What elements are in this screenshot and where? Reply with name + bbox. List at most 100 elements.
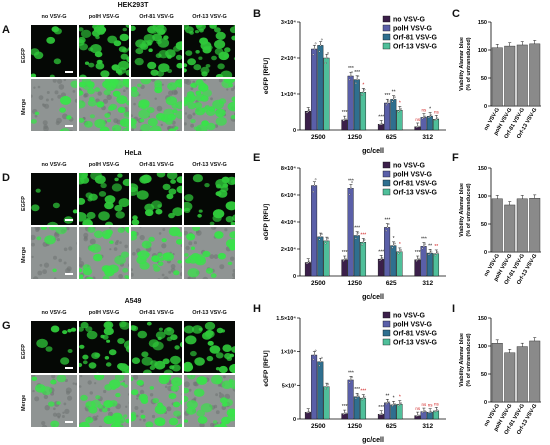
legend-swatch bbox=[382, 161, 391, 169]
data-point bbox=[327, 383, 329, 386]
y-tick-label: 100 bbox=[478, 194, 487, 200]
legend-swatch bbox=[382, 338, 391, 346]
category-label: 2500 bbox=[311, 280, 326, 287]
data-point bbox=[351, 181, 353, 183]
data-point bbox=[385, 229, 388, 232]
data-point bbox=[397, 110, 400, 113]
data-point bbox=[418, 125, 420, 128]
category-label: 312 bbox=[422, 280, 433, 287]
bar bbox=[390, 99, 397, 131]
legend-swatch bbox=[382, 179, 391, 187]
y-axis-label: eGFP [RFU] bbox=[263, 58, 270, 94]
bar bbox=[420, 246, 427, 277]
merge-image bbox=[130, 374, 183, 428]
data-point bbox=[386, 102, 389, 104]
bar bbox=[304, 412, 311, 420]
significance-mark: ** bbox=[428, 243, 432, 249]
egfp-image bbox=[130, 320, 183, 374]
significance-mark: *** bbox=[360, 389, 366, 395]
y-tick-label: 50 bbox=[481, 372, 487, 378]
bar bbox=[341, 119, 348, 131]
y-tick-label: 150 bbox=[478, 316, 487, 322]
data-point bbox=[343, 119, 346, 121]
bar bbox=[360, 397, 367, 420]
data-point bbox=[348, 78, 351, 81]
chart-b: 0 1×10⁴ 2×10⁴ 3×10⁴ eGFP [RFU] gc/cell 2500 125… bbox=[263, 15, 446, 155]
bar bbox=[426, 252, 433, 277]
bar bbox=[491, 198, 503, 253]
data-point bbox=[313, 48, 316, 50]
data-point bbox=[400, 107, 402, 110]
data-point bbox=[307, 110, 310, 113]
bar bbox=[304, 111, 311, 131]
egfp-image bbox=[78, 24, 130, 78]
data-point bbox=[381, 257, 384, 259]
significance-mark: * bbox=[399, 242, 401, 248]
bar bbox=[317, 361, 324, 420]
bar bbox=[317, 236, 324, 277]
channel-label: Merge bbox=[21, 98, 27, 115]
legend-swatch bbox=[382, 320, 391, 328]
panel-letter-b: B bbox=[253, 8, 261, 20]
significance-mark: *** bbox=[378, 114, 384, 120]
y-axis-label: eGFP [RFU] bbox=[263, 350, 270, 386]
condition-label: Orf-81 VSV-G bbox=[139, 14, 174, 20]
bar bbox=[317, 45, 324, 131]
legend-swatch bbox=[382, 329, 391, 337]
y-axis-label: (% of untransduced) bbox=[466, 183, 472, 236]
significance-mark: * bbox=[393, 236, 395, 242]
data-point bbox=[356, 78, 358, 81]
data-point bbox=[355, 397, 357, 400]
condition-label: Orf-13 VSV-G bbox=[192, 310, 227, 316]
bar bbox=[347, 75, 354, 131]
data-point bbox=[356, 395, 358, 398]
y-tick-label: 0 bbox=[293, 417, 296, 423]
y-tick-label: 50 bbox=[481, 222, 487, 228]
data-point bbox=[379, 259, 381, 262]
data-point bbox=[429, 115, 431, 118]
channel-label: Merge bbox=[21, 246, 27, 263]
significance-mark: ** bbox=[392, 90, 396, 96]
category-label: 625 bbox=[386, 423, 397, 430]
data-point bbox=[325, 57, 328, 59]
condition-label: polH VSV-G bbox=[88, 310, 120, 316]
data-point bbox=[391, 246, 394, 249]
bar bbox=[353, 396, 360, 420]
condition-label: no VSV-G bbox=[41, 14, 67, 20]
bar bbox=[384, 102, 391, 131]
merge-image bbox=[130, 78, 183, 132]
bar bbox=[390, 404, 397, 420]
significance-mark: ns bbox=[422, 108, 428, 113]
bar bbox=[377, 258, 384, 277]
legend-label: Orf-81 VSV-G bbox=[393, 331, 438, 338]
legend-swatch bbox=[382, 170, 391, 178]
data-point bbox=[351, 376, 353, 379]
data-point bbox=[325, 385, 328, 388]
data-point bbox=[350, 75, 352, 77]
data-point bbox=[327, 237, 329, 240]
data-point bbox=[313, 184, 316, 187]
bar bbox=[347, 379, 354, 420]
condition-label: Orf-81 VSV-G bbox=[139, 162, 174, 168]
data-point bbox=[319, 44, 322, 47]
significance-mark: *** bbox=[354, 226, 360, 232]
category-label: 625 bbox=[386, 134, 397, 141]
egfp-image bbox=[130, 24, 183, 78]
data-point bbox=[318, 364, 321, 367]
data-point bbox=[391, 100, 394, 103]
data-point bbox=[324, 62, 327, 64]
bar bbox=[377, 124, 384, 131]
data-point bbox=[357, 231, 360, 234]
category-label: 1250 bbox=[348, 280, 363, 287]
data-point bbox=[355, 82, 357, 84]
y-axis-label: eGFP [RFU] bbox=[263, 204, 270, 240]
legend-label: no VSV-G bbox=[393, 313, 425, 320]
significance-mark: * bbox=[399, 100, 401, 106]
data-point bbox=[418, 414, 420, 417]
data-point bbox=[393, 403, 396, 405]
data-point bbox=[428, 116, 430, 119]
bar bbox=[426, 116, 433, 131]
data-point bbox=[319, 236, 322, 238]
legend-label: Orf-13 VSV-G bbox=[393, 190, 438, 197]
data-point bbox=[308, 260, 311, 263]
